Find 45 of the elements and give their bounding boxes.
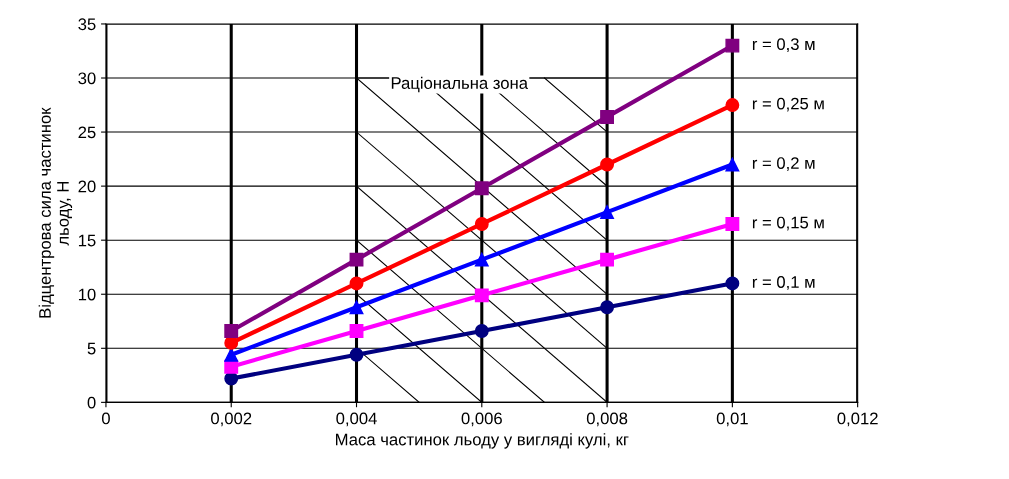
series-label: r = 0,1 м — [752, 276, 815, 290]
y-tick-label: 15 — [78, 234, 96, 247]
y-axis-title: Відцентрова сила частинок льоду, Н — [38, 107, 73, 318]
point — [725, 276, 740, 291]
x-tick-label: 0,008 — [586, 412, 628, 427]
x-tick-label: 0,002 — [211, 412, 252, 427]
y-tick-label: 10 — [78, 288, 96, 301]
point — [349, 252, 364, 267]
point — [600, 252, 615, 267]
x-tick-label: 0,006 — [461, 412, 502, 427]
x-tick-label: 0,004 — [336, 412, 377, 427]
point — [725, 217, 740, 231]
point — [474, 217, 489, 231]
x-tick-label: 0,01 — [716, 412, 748, 427]
point — [349, 347, 364, 362]
point — [349, 324, 364, 338]
point — [600, 300, 615, 315]
x-tick-label: 0,012 — [837, 412, 878, 427]
point — [224, 347, 239, 362]
y-tick-label: 5 — [87, 342, 96, 355]
point — [474, 324, 489, 338]
series-label: r = 0,2 м — [752, 157, 815, 171]
y-tick-label: 0 — [87, 396, 96, 409]
point — [349, 276, 364, 291]
x-tick-label: 0 — [101, 412, 110, 425]
series-label: r = 0,25 м — [752, 97, 824, 112]
annotation: Раціональна зона — [391, 76, 529, 93]
y-tick-label: 25 — [78, 126, 96, 139]
y-tick-label: 20 — [78, 180, 96, 193]
point — [474, 288, 489, 303]
series-label: r = 0,15 м — [752, 216, 824, 231]
point — [224, 324, 239, 338]
y-tick-label: 35 — [78, 18, 96, 31]
point — [600, 157, 615, 172]
point — [600, 205, 615, 220]
point — [600, 109, 615, 124]
series-label: r = 0,3 м — [752, 38, 815, 53]
point — [349, 300, 364, 315]
x-axis-title: Маса частинок льоду у вигляді кулі, кг — [336, 433, 629, 449]
point — [725, 38, 740, 53]
point — [474, 252, 489, 267]
y-tick-label: 30 — [78, 72, 96, 85]
point — [474, 181, 489, 196]
point — [725, 98, 740, 112]
point — [725, 157, 740, 172]
